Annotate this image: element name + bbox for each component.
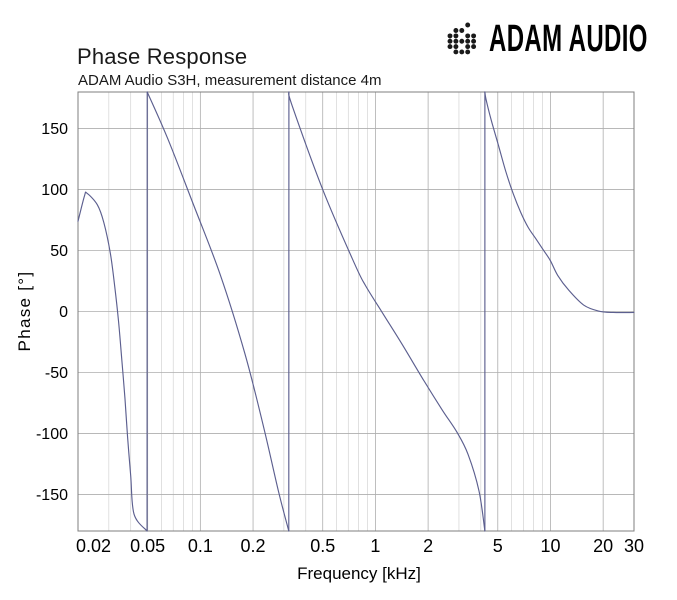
svg-text:50: 50: [50, 243, 68, 260]
svg-text:0.05: 0.05: [130, 536, 165, 556]
svg-text:0.5: 0.5: [310, 536, 335, 556]
svg-text:0.2: 0.2: [241, 536, 266, 556]
svg-text:2: 2: [423, 536, 433, 556]
svg-text:-50: -50: [45, 365, 68, 382]
svg-text:0.02: 0.02: [76, 536, 111, 556]
svg-text:100: 100: [41, 182, 68, 199]
svg-text:30: 30: [624, 536, 644, 556]
svg-text:0: 0: [59, 304, 68, 321]
svg-text:-100: -100: [36, 426, 68, 443]
svg-text:10: 10: [540, 536, 560, 556]
svg-text:20: 20: [593, 536, 613, 556]
svg-text:1: 1: [370, 536, 380, 556]
svg-text:150: 150: [41, 121, 68, 138]
svg-text:0.1: 0.1: [188, 536, 213, 556]
svg-text:-150: -150: [36, 487, 68, 504]
svg-text:5: 5: [493, 536, 503, 556]
